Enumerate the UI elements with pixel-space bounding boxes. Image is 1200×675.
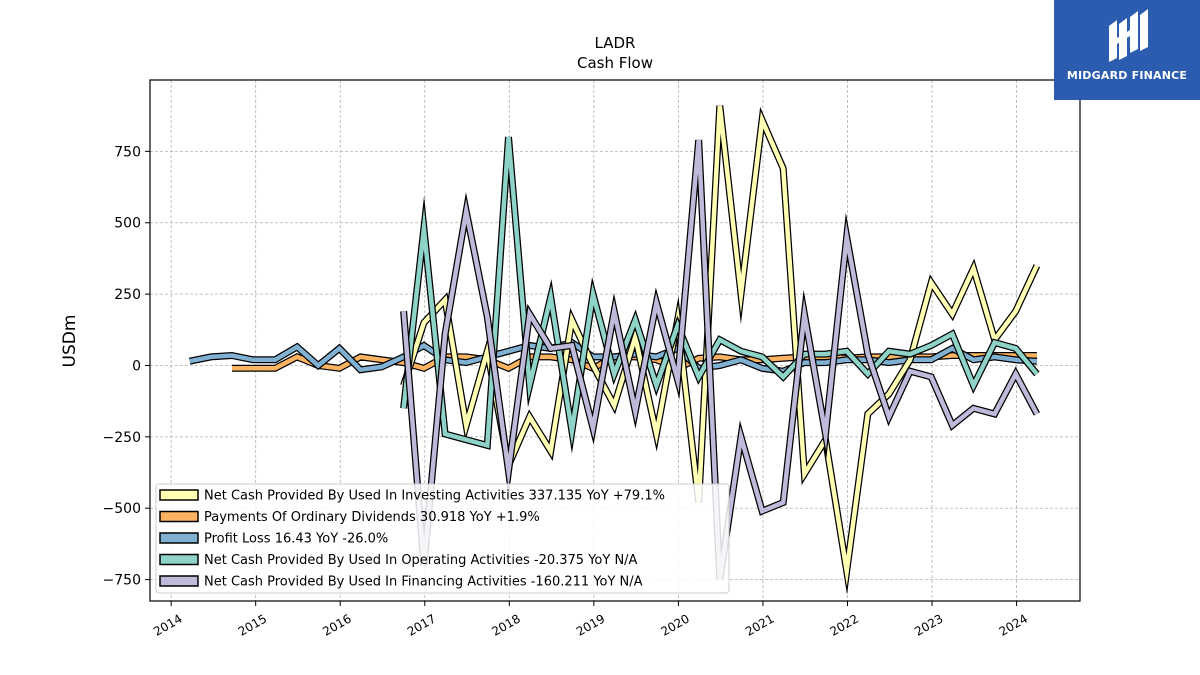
plot-frame (149, 79, 1081, 602)
legend-swatch (159, 553, 199, 566)
y-tick-label: 750 (114, 144, 141, 160)
logo-mark-icon (1109, 9, 1148, 62)
legend: Net Cash Provided By Used In Investing A… (155, 483, 730, 594)
x-tick-label: 2018 (489, 611, 522, 638)
y-tick-label: 500 (114, 216, 141, 232)
chart-title: LADR (595, 34, 636, 52)
x-tick-label: 2022 (828, 611, 861, 638)
x-tick-label: 2017 (405, 611, 438, 638)
legend-swatch (159, 510, 199, 523)
logo-text: MIDGARD FINANCE (1066, 69, 1188, 82)
x-tick-label: 2014 (151, 611, 184, 638)
legend-entry: Net Cash Provided By Used In Financing A… (204, 575, 643, 590)
chart-subtitle: Cash Flow (577, 54, 653, 72)
x-tick-label: 2019 (574, 611, 607, 638)
legend-swatch (159, 489, 199, 501)
legend-box (155, 483, 730, 594)
legend-entry: Payments Of Ordinary Dividends 30.918 Yo… (204, 510, 540, 525)
series-3 (400, 136, 1040, 454)
x-tick-label: 2021 (743, 611, 776, 638)
y-tick-label: 0 (132, 358, 141, 374)
x-tick-label: 2015 (236, 611, 269, 638)
legend-entry: Net Cash Provided By Used In Investing A… (204, 489, 665, 504)
legend-entry: Net Cash Provided By Used In Operating A… (204, 553, 638, 568)
series-line (189, 340, 1038, 374)
y-tick-label: 250 (114, 287, 141, 303)
legend-entry: Profit Loss 16.43 YoY -26.0% (204, 532, 388, 547)
series-1 (189, 338, 1038, 375)
midgard-finance-logo: MIDGARD FINANCE (1054, 0, 1200, 100)
y-tick-label: −750 (103, 573, 141, 589)
y-tick-label: −500 (103, 501, 141, 517)
legend-swatch (159, 532, 199, 544)
series-line (401, 136, 1039, 449)
x-tick-label: 2024 (997, 611, 1030, 638)
y-tick-label: −250 (103, 430, 141, 446)
x-tick-label: 2023 (912, 611, 945, 638)
legend-swatch (159, 575, 199, 587)
x-tick-label: 2020 (658, 611, 691, 638)
x-tick-label: 2016 (320, 611, 353, 638)
y-axis-label: USDm (60, 315, 80, 368)
